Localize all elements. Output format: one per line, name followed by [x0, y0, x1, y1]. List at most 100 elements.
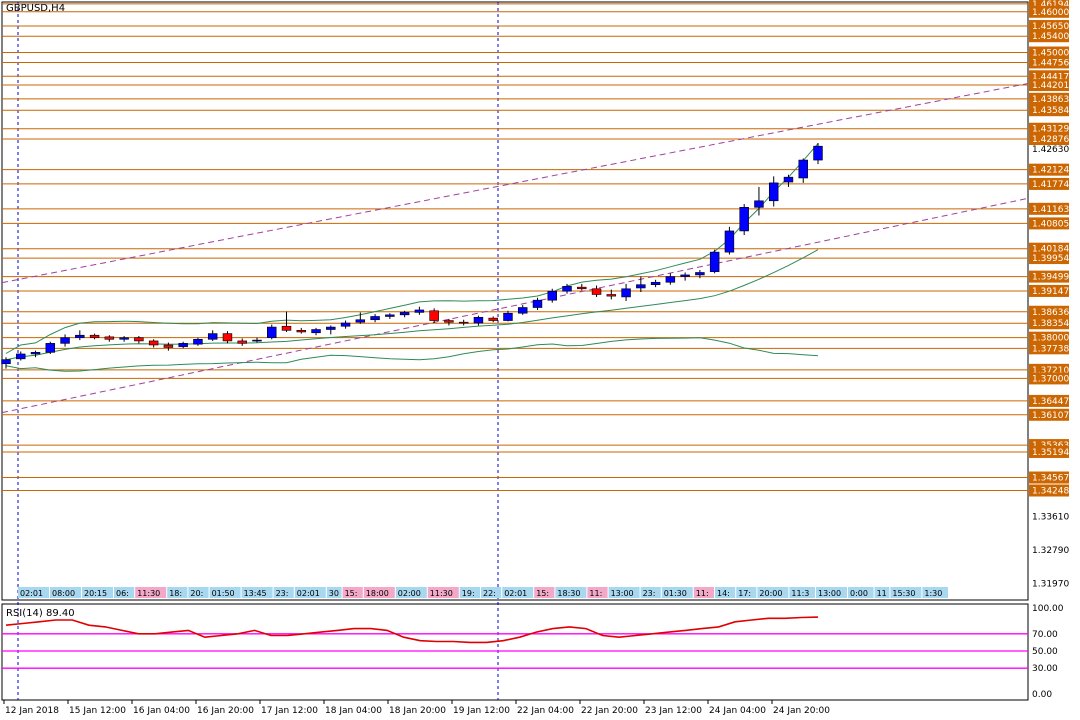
candle: [577, 283, 587, 291]
candle-body: [399, 312, 410, 316]
session-label-text: 20:15: [84, 589, 107, 598]
session-label: 11:30: [135, 587, 167, 598]
candle: [724, 226, 735, 255]
channel-lower-line: [1, 197, 1029, 414]
session-label-text: 02:01: [297, 589, 320, 598]
session-label-text: 22:: [483, 589, 496, 598]
level-label: 1.39499: [1029, 270, 1069, 283]
level-label: 1.42876: [1029, 133, 1069, 146]
session-label: 11:3: [789, 587, 815, 598]
session-label: 1:30: [922, 587, 948, 598]
session-label-text: 11:: [589, 589, 602, 598]
session-label: 0:00: [848, 587, 874, 598]
level-label-box: [1029, 92, 1069, 105]
level-label-box: [1029, 46, 1069, 59]
session-label-box: [890, 587, 922, 598]
candle-body: [739, 207, 749, 232]
level-label: 1.44201: [1029, 79, 1069, 92]
candle: [783, 174, 794, 187]
rsi-tick-label: 0.00: [1032, 690, 1052, 700]
session-label-box: [848, 587, 874, 598]
candle: [488, 316, 498, 323]
candle-body: [606, 294, 617, 297]
level-label-box: [1029, 177, 1069, 190]
session-label: 18:: [167, 587, 188, 598]
session-label-box: [816, 587, 847, 598]
candle-body: [237, 340, 247, 344]
session-label: 15:: [534, 587, 555, 598]
session-label-box: [18, 587, 49, 598]
candle-body: [709, 251, 720, 272]
session-label-text: 20:00: [759, 589, 782, 598]
session-label: 06:: [114, 587, 135, 598]
session-label: 22:: [481, 587, 502, 598]
candle-body: [562, 286, 572, 292]
candle-body: [754, 200, 764, 208]
price-tick-label: 1.32790: [1032, 546, 1069, 556]
level-label-text: 1.44756: [1032, 58, 1069, 68]
level-label-text: 1.38000: [1032, 334, 1069, 344]
candle-body: [252, 339, 262, 342]
session-label-text: 19:: [462, 589, 475, 598]
session-label-text: 11:30: [137, 589, 160, 598]
x-axis-label: 12 Jan 2018: [5, 706, 59, 716]
level-label: 1.37000: [1029, 372, 1069, 385]
level-label-box: [1029, 5, 1069, 18]
x-axis-label: 22 Jan 20:00: [581, 706, 638, 716]
session-label: 02:01: [502, 587, 534, 598]
candle: [547, 288, 557, 303]
level-label: 1.45400: [1029, 30, 1069, 43]
candle-body: [193, 338, 203, 345]
candle-body: [16, 353, 26, 360]
session-label-box: [502, 587, 534, 598]
candle-body: [267, 326, 277, 338]
session-label-box: [736, 587, 757, 598]
level-label-text: 1.40184: [1032, 245, 1069, 255]
candle: [665, 273, 676, 285]
session-label-text: 0:00: [850, 589, 868, 598]
level-label-box: [1029, 79, 1069, 92]
session-label: 11:: [587, 587, 608, 598]
candle: [163, 342, 174, 351]
level-label: 1.45000: [1029, 46, 1069, 59]
x-axis-label: 18 Jan 20:00: [389, 706, 446, 716]
level-label-text: 1.44201: [1032, 81, 1069, 91]
price-tick-label: 1.31970: [1032, 579, 1069, 589]
candle-body: [680, 274, 690, 277]
candle-body: [178, 343, 188, 347]
level-label: 1.38000: [1029, 331, 1069, 344]
level-label: 1.45650: [1029, 20, 1069, 33]
candle-body: [547, 290, 557, 301]
level-label-text: 1.44417: [1032, 72, 1069, 82]
level-label-box: [1029, 104, 1069, 117]
level-label: 1.34248: [1029, 484, 1069, 497]
session-label-box: [395, 587, 427, 598]
level-label: 1.44756: [1029, 56, 1069, 68]
session-label-text: 15:30: [892, 589, 915, 598]
chart-title: GBPUSD,H4: [6, 3, 66, 14]
session-label-text: 15:: [536, 589, 549, 598]
candle: [104, 335, 115, 342]
candle: [695, 270, 705, 279]
session-label: 14:: [715, 587, 736, 598]
level-label-text: 1.37210: [1032, 366, 1069, 376]
session-label-text: 15:: [345, 589, 358, 598]
level-label: 1.46194: [1029, 0, 1069, 10]
session-label-box: [50, 587, 81, 598]
candle-body: [134, 337, 144, 342]
candle: [680, 272, 690, 281]
level-label-box: [1029, 471, 1069, 484]
candle: [473, 315, 484, 326]
session-label: 18:30: [555, 587, 587, 598]
session-label-text: 06:: [116, 589, 129, 598]
level-label-text: 1.34567: [1032, 474, 1069, 484]
session-label-text: 18:: [169, 589, 182, 598]
rsi-tick-label: 50.00: [1032, 647, 1058, 657]
level-label: 1.39954: [1029, 252, 1069, 265]
session-label-box: [294, 587, 326, 598]
level-label-text: 1.42124: [1032, 166, 1069, 176]
level-label-box: [1029, 20, 1069, 33]
session-label: 30: [326, 587, 342, 598]
candle: [636, 276, 646, 293]
